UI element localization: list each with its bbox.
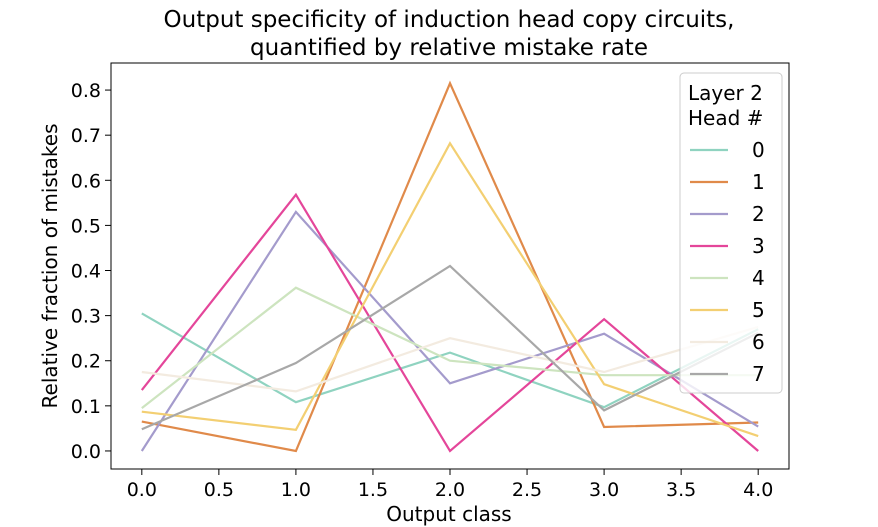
legend-entries: 0 1 2 3 4 5 6 7 (690, 138, 765, 386)
legend-label-2: 2 (752, 202, 765, 226)
x-tick-label: 2.5 (512, 479, 542, 501)
legend-label-3: 3 (752, 234, 765, 258)
x-tick-label: 1.0 (281, 479, 311, 501)
x-tick-label: 0.0 (127, 479, 157, 501)
x-tick-label: 3.5 (666, 479, 696, 501)
x-tick-label: 1.5 (358, 479, 388, 501)
x-axis: 0.0 0.5 1.0 1.5 2.0 2.5 3.0 3.5 4.0 (127, 469, 773, 501)
x-tick-label: 0.5 (204, 479, 234, 501)
x-tick-label: 2.0 (435, 479, 465, 501)
series-line-3 (140, 192, 759, 453)
y-tick-label: 0.3 (71, 306, 101, 328)
series-layer (140, 80, 759, 453)
y-tick-label: 0.7 (71, 125, 101, 147)
legend-label-0: 0 (752, 138, 765, 162)
series-line-4 (141, 286, 759, 409)
legend-label-6: 6 (752, 330, 765, 354)
y-tick-label: 0.5 (71, 215, 101, 237)
x-tick-label: 4.0 (743, 479, 773, 501)
legend-label-7: 7 (752, 362, 765, 386)
legend-label-4: 4 (752, 266, 765, 290)
series-line-5 (141, 141, 759, 438)
y-tick-label: 0.1 (71, 396, 101, 418)
chart-title-line-1: Output specificity of induction head cop… (164, 7, 735, 33)
series-line-1 (141, 80, 759, 453)
legend-title-line-2: Head # (688, 106, 763, 130)
y-tick-label: 0.8 (71, 80, 101, 102)
y-tick-label: 0.2 (71, 351, 101, 373)
legend-box (679, 72, 783, 394)
y-axis-label: Relative fraction of mistakes (38, 124, 62, 409)
legend-label-5: 5 (752, 298, 765, 322)
y-tick-label: 0.4 (71, 261, 101, 283)
chart-title-line-2: quantified by relative mistake rate (250, 35, 648, 61)
y-axis: 0.0 0.1 0.2 0.3 0.4 0.5 0.6 0.7 0.8 (71, 80, 111, 463)
legend-label-1: 1 (752, 170, 765, 194)
y-tick-label: 0.6 (71, 170, 101, 192)
x-tick-label: 3.0 (589, 479, 619, 501)
series-line-2 (140, 210, 759, 452)
series-line-0 (141, 312, 759, 409)
legend: Layer 2 Head # 0 1 2 3 4 5 6 7 (679, 72, 783, 394)
y-tick-label: 0.0 (71, 441, 101, 463)
legend-title-line-1: Layer 2 (688, 81, 763, 105)
series-line-7 (141, 264, 759, 431)
x-axis-label: Output class (386, 502, 511, 526)
